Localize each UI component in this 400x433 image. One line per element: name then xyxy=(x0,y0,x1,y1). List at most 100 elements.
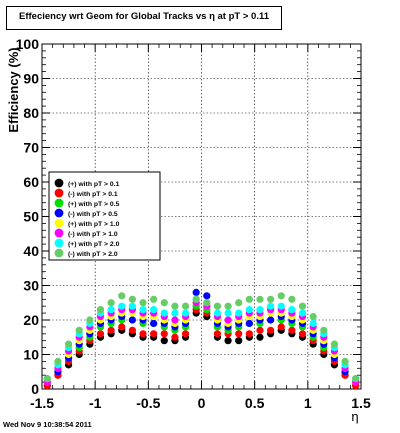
data-point xyxy=(213,330,222,338)
data-point xyxy=(181,330,190,338)
legend-entry: (+) with pT > 0.1 xyxy=(68,181,120,188)
legend-entry: (-) with pT > 2.0 xyxy=(68,251,118,258)
legend-marker xyxy=(54,198,64,208)
data-point xyxy=(213,302,222,310)
legend-entry: (-) with pT > 0.5 xyxy=(68,211,118,218)
data-point xyxy=(277,302,285,310)
legend-marker xyxy=(54,238,64,248)
data-point xyxy=(245,295,253,303)
data-point xyxy=(288,295,296,303)
data-point xyxy=(298,330,307,338)
data-point xyxy=(160,337,168,345)
data-point xyxy=(171,316,179,324)
data-point xyxy=(150,306,158,314)
legend-entry: (-) with pT > 0.1 xyxy=(68,191,118,198)
data-point xyxy=(256,333,264,341)
legend-entry: (+) with pT > 2.0 xyxy=(68,241,120,248)
legend-box xyxy=(48,171,161,261)
data-point xyxy=(107,326,115,334)
data-point xyxy=(288,326,296,334)
data-point xyxy=(118,292,126,300)
data-point xyxy=(256,295,264,303)
data-point xyxy=(139,330,147,338)
legend-marker xyxy=(54,248,64,258)
data-point xyxy=(96,330,105,338)
x-tick-label: 0 xyxy=(198,395,206,411)
data-point xyxy=(54,357,62,365)
data-point xyxy=(330,340,339,348)
data-point xyxy=(43,375,51,383)
data-point xyxy=(235,309,243,317)
x-tick-label: 1 xyxy=(304,395,312,411)
data-point xyxy=(118,323,126,331)
data-point xyxy=(267,326,275,334)
y-tick-label: 70 xyxy=(23,140,39,156)
y-axis-label: Efficiency (%) xyxy=(6,47,21,132)
data-point xyxy=(160,309,168,317)
data-point xyxy=(224,309,232,317)
legend-entry: (+) with pT > 1.0 xyxy=(68,221,120,228)
y-tick-label: 20 xyxy=(23,312,39,328)
data-point xyxy=(320,326,328,334)
data-points xyxy=(43,288,360,390)
data-point xyxy=(267,316,275,324)
data-point xyxy=(139,299,147,307)
legend: (+) with pT > 0.1 (-) with pT > 0.1 (+) wi… xyxy=(48,171,161,261)
data-point xyxy=(181,309,190,317)
data-point xyxy=(171,333,179,341)
data-point xyxy=(341,357,349,365)
data-point xyxy=(139,306,147,314)
y-tick-label: 50 xyxy=(23,209,39,225)
legend-marker xyxy=(54,218,64,228)
data-point xyxy=(224,302,232,310)
data-point xyxy=(128,326,136,334)
legend-entry: (-) with pT > 1.0 xyxy=(68,231,118,238)
x-tick-label: -1 xyxy=(89,395,102,411)
y-tick-label: 80 xyxy=(23,105,39,121)
y-tick-label: 100 xyxy=(16,36,40,52)
chart-title: Effeciency wrt Geom for Global Tracks vs… xyxy=(19,11,269,22)
data-point xyxy=(75,326,83,334)
data-point xyxy=(288,306,296,314)
data-point xyxy=(150,295,158,303)
data-point xyxy=(267,295,275,303)
x-tick-label: -1.5 xyxy=(30,395,54,411)
data-point xyxy=(64,340,73,348)
data-point xyxy=(150,319,158,328)
legend-marker xyxy=(54,178,64,188)
x-tick-label: -0.5 xyxy=(136,395,160,411)
data-point xyxy=(171,309,179,317)
x-tick-label: 0.5 xyxy=(245,395,265,411)
data-point xyxy=(128,302,136,310)
data-point xyxy=(309,319,317,328)
y-tick-label: 0 xyxy=(31,381,39,397)
data-point xyxy=(203,292,211,300)
data-point xyxy=(256,326,264,334)
series-7 xyxy=(43,292,360,383)
data-point xyxy=(203,299,211,307)
data-point xyxy=(245,319,253,328)
data-point xyxy=(267,302,275,310)
legend-entry: (+) with pT > 0.5 xyxy=(68,201,120,208)
data-point xyxy=(96,306,105,314)
y-tick-label: 60 xyxy=(23,174,39,190)
chart-title-box: Effeciency wrt Geom for Global Tracks vs… xyxy=(6,6,282,30)
data-point xyxy=(245,306,253,314)
data-point xyxy=(160,299,168,307)
data-point xyxy=(235,330,243,338)
legend-marker xyxy=(54,208,64,218)
x-tick-label: 1.5 xyxy=(351,395,371,411)
data-point xyxy=(192,288,200,296)
data-point xyxy=(352,375,360,383)
data-point xyxy=(256,306,264,314)
y-tick-label: 30 xyxy=(23,278,39,294)
data-point xyxy=(235,337,243,345)
data-point xyxy=(309,312,317,321)
y-tick-label: 10 xyxy=(23,347,39,363)
data-point xyxy=(107,299,115,307)
data-point xyxy=(107,306,115,314)
data-point xyxy=(160,330,168,338)
data-point xyxy=(277,323,285,331)
data-point xyxy=(86,316,94,324)
